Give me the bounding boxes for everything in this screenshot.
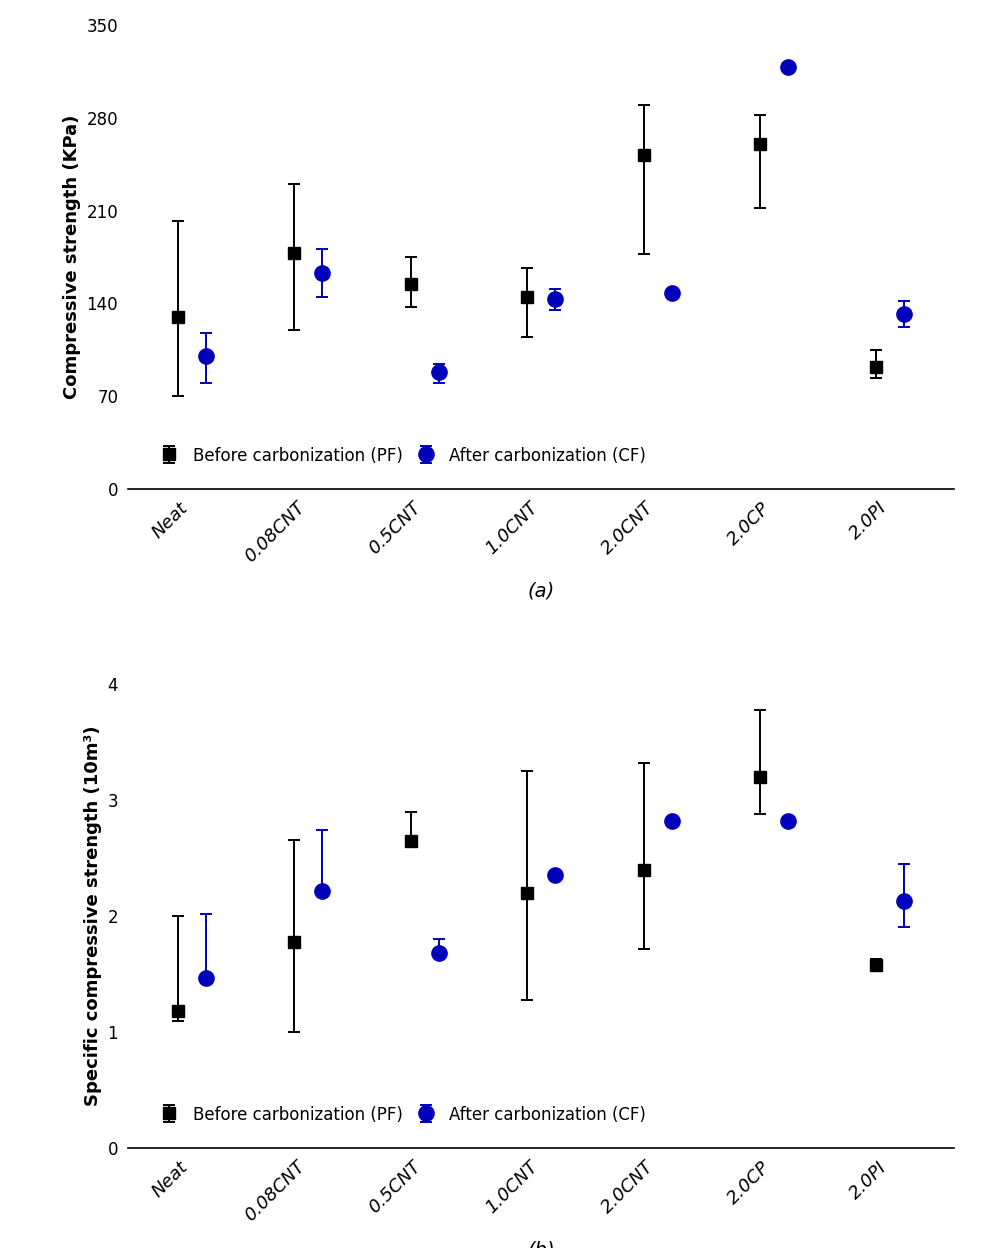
Y-axis label: Compressive strength (KPa): Compressive strength (KPa) (63, 115, 81, 399)
Legend: Before carbonization (PF), After carbonization (CF): Before carbonization (PF), After carboni… (153, 1099, 652, 1131)
Y-axis label: Specific compressive strength (10m³): Specific compressive strength (10m³) (84, 726, 102, 1106)
Text: (a): (a) (527, 582, 555, 602)
Legend: Before carbonization (PF), After carbonization (CF): Before carbonization (PF), After carboni… (153, 441, 652, 472)
Text: (b): (b) (527, 1241, 555, 1248)
